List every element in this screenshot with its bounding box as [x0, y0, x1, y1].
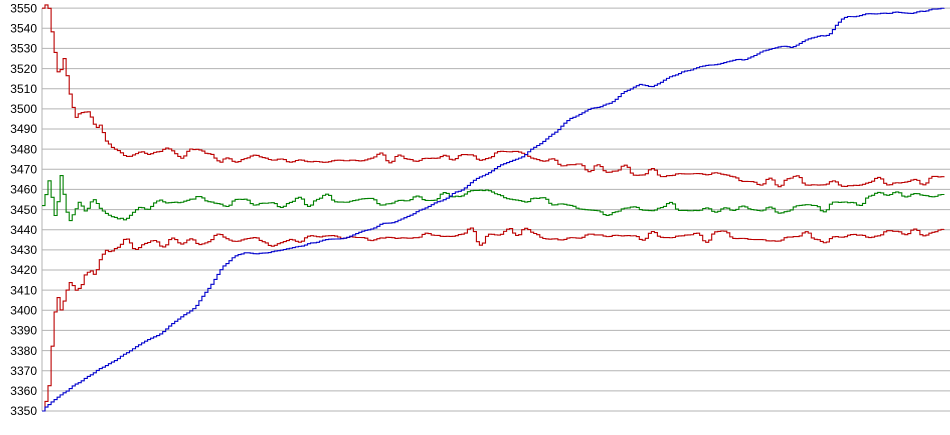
svg-text:3440: 3440 [10, 223, 37, 237]
svg-text:3500: 3500 [10, 102, 37, 116]
svg-text:3450: 3450 [10, 203, 37, 217]
svg-text:3410: 3410 [10, 283, 37, 297]
svg-text:3460: 3460 [10, 183, 37, 197]
svg-text:3400: 3400 [10, 303, 37, 317]
svg-text:3470: 3470 [10, 162, 37, 176]
svg-text:3350: 3350 [10, 404, 37, 418]
svg-text:3420: 3420 [10, 263, 37, 277]
svg-text:3550: 3550 [10, 1, 37, 15]
svg-text:3380: 3380 [10, 344, 37, 358]
svg-text:3510: 3510 [10, 82, 37, 96]
svg-text:3530: 3530 [10, 42, 37, 56]
svg-text:3360: 3360 [10, 384, 37, 398]
svg-text:3370: 3370 [10, 364, 37, 378]
svg-text:3490: 3490 [10, 122, 37, 136]
svg-text:3520: 3520 [10, 62, 37, 76]
svg-text:3480: 3480 [10, 142, 37, 156]
svg-text:3540: 3540 [10, 21, 37, 35]
svg-text:3430: 3430 [10, 243, 37, 257]
svg-text:3390: 3390 [10, 324, 37, 338]
